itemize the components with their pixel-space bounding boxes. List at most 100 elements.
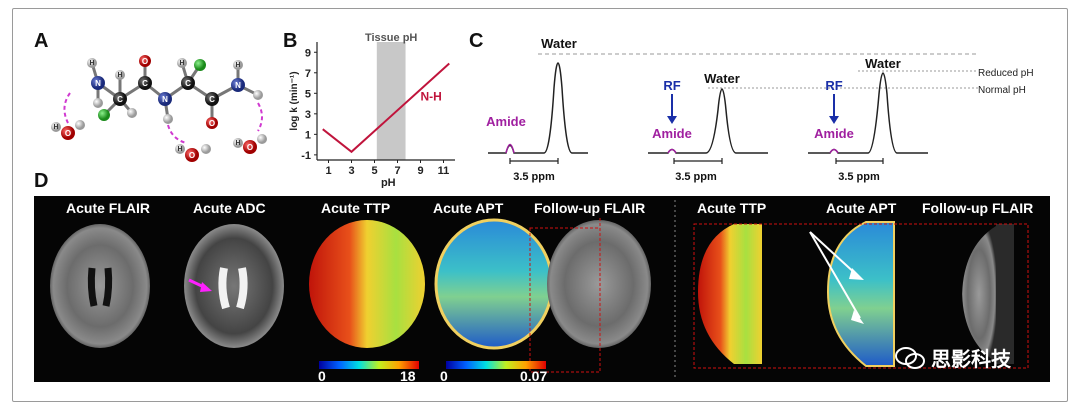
panel-label-d: D [34, 170, 49, 192]
svg-text:C: C [117, 95, 123, 104]
rf-label-3: RF [825, 78, 842, 93]
svg-text:O: O [209, 119, 215, 128]
rf-label-2: RF [663, 78, 680, 93]
amide-label-1: Amide [486, 114, 526, 129]
water-label-3: Water [865, 56, 901, 71]
ppm-bracket-2 [673, 158, 723, 164]
y-tick-2: 3 [305, 109, 311, 121]
x-tick-3: 7 [394, 165, 400, 177]
wechat-icon [895, 346, 925, 369]
half-followup-flair-brain [962, 226, 996, 362]
ppm-bracket-3 [835, 158, 884, 164]
ttp-brain [309, 220, 425, 348]
amide-peak-3 [829, 148, 839, 154]
ppm-label-3: 3.5 ppm [838, 171, 880, 183]
water-label-1: Water [541, 36, 577, 51]
x-tick-2: 5 [371, 165, 377, 177]
ppm-label-2: 3.5 ppm [675, 171, 717, 183]
apt-arrow-1 [809, 231, 859, 277]
y-tick-0: -1 [301, 150, 311, 162]
scan-title-6: Acute TTP [697, 200, 767, 216]
y-tick-3: 5 [305, 88, 311, 100]
y-tick-5: 9 [305, 47, 311, 59]
svg-text:O: O [142, 57, 148, 66]
scan-title-4: Acute APT [433, 200, 504, 216]
x-axis-label: pH [381, 177, 396, 188]
watermark-text: 思影科技 [931, 349, 1011, 371]
followup-flair-brain [547, 220, 651, 348]
svg-text:H: H [235, 62, 240, 69]
scan-images [50, 200, 1029, 378]
half-apt-brain [826, 221, 895, 367]
rf-arrowhead-2 [667, 116, 677, 124]
hydrogen-letters: H H H H H H H [53, 60, 240, 153]
tissue-ph-band [376, 42, 406, 160]
water-label-2: Water [704, 71, 740, 86]
svg-text:H: H [179, 60, 184, 67]
right-roi-box [693, 223, 1029, 369]
atom-letters: N C C N C C N O O O O O [65, 57, 253, 160]
molecule-atoms [51, 55, 267, 162]
ppm-bracket-1 [509, 158, 559, 164]
svg-text:H: H [53, 124, 58, 131]
half-ttp-brain [698, 224, 762, 364]
scan-title-5: Follow-up FLAIR [534, 200, 646, 216]
apt-arrow-2 [809, 231, 861, 319]
tissue-ph-label: Tissue pH [365, 32, 417, 44]
scan-title-2: Acute ADC [193, 200, 266, 216]
y-tick-4: 7 [305, 68, 311, 80]
spectrum-baseline-2 [648, 88, 768, 154]
x-tick-5: 11 [438, 165, 450, 177]
amide-peak-2 [667, 148, 677, 154]
molecule-diagram: N C C N C C N O O O O O H H H H H H H [51, 55, 267, 162]
ttp-scale-max: 18 [400, 368, 416, 384]
apt-scale-max: 0.07 [520, 368, 548, 384]
svg-text:N: N [162, 95, 168, 104]
svg-text:C: C [185, 79, 191, 88]
x-tick-0: 1 [325, 165, 331, 177]
flair-brain [50, 224, 150, 348]
nh-rate-line [322, 62, 450, 154]
x-tick-1: 3 [348, 165, 354, 177]
molecule-bonds [90, 61, 259, 123]
apt-brain [434, 218, 554, 350]
watermark: 思影科技 [895, 343, 1011, 372]
y-ticks: -1 1 3 5 7 9 [301, 47, 317, 162]
svg-text:H: H [177, 146, 182, 153]
x-tick-4: 9 [417, 165, 423, 177]
scan-title-7: Acute APT [826, 200, 897, 216]
apt-scale-min: 0 [440, 368, 448, 384]
svg-text:N: N [235, 81, 241, 90]
adc-brain [184, 224, 284, 348]
svg-text:H: H [89, 60, 94, 67]
svg-text:H: H [235, 140, 240, 147]
y-tick-1: 1 [305, 129, 311, 141]
scan-title-1: Acute FLAIR [66, 200, 150, 216]
svg-text:O: O [247, 143, 253, 152]
hydrogen-bond-arcs [63, 92, 263, 144]
y-axis-label: log k (min⁻¹) [289, 71, 300, 130]
nh-curve-label: N-H [421, 89, 442, 103]
normal-ph-label: Normal pH [978, 85, 1026, 96]
x-ticks: 1 3 5 7 9 11 [325, 160, 449, 177]
svg-text:O: O [189, 151, 195, 160]
ppm-label-1: 3.5 ppm [513, 171, 555, 183]
scan-title-8: Follow-up FLAIR [922, 200, 1034, 216]
spectrum-baseline-1 [488, 62, 588, 154]
spectra-diagram: Reduced pH Normal pH Water Amide 3.5 ppm… [486, 36, 1033, 183]
svg-text:H: H [117, 72, 122, 79]
amide-label-3: Amide [814, 126, 854, 141]
scan-strip [34, 196, 1050, 382]
scan-title-3: Acute TTP [321, 200, 391, 216]
panel-label-a: A [34, 30, 49, 52]
svg-text:O: O [65, 129, 71, 138]
amide-peak-1 [505, 143, 515, 154]
svg-text:N: N [95, 79, 101, 88]
svg-text:C: C [142, 79, 148, 88]
apt-colorbar [446, 361, 546, 369]
rf-arrowhead-3 [829, 116, 839, 124]
exchange-rate-chart: Tissue pH -1 1 3 5 7 9 1 3 5 7 9 11 N-H log k (min… [289, 32, 455, 188]
ttp-scale-min: 0 [318, 368, 326, 384]
ttp-colorbar [319, 361, 419, 369]
panel-label-c: C [469, 30, 484, 52]
